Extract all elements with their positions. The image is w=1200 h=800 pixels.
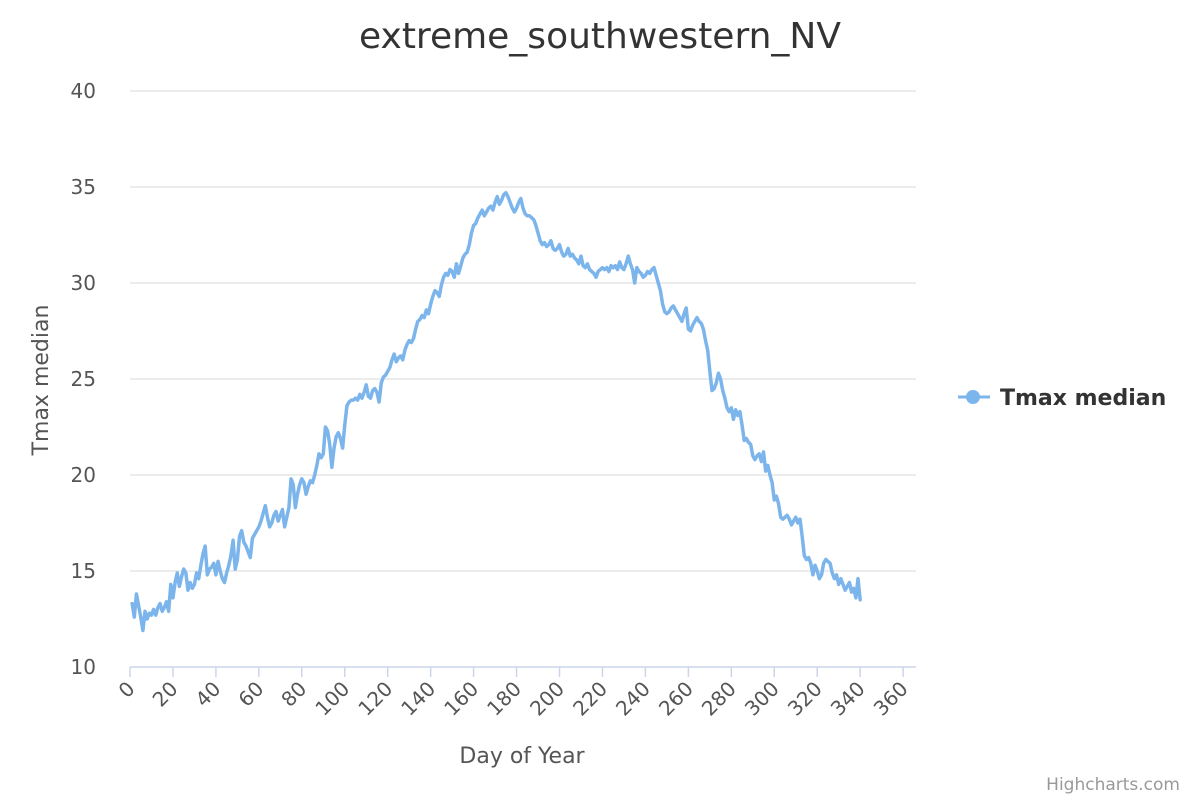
legend-label: Tmax median [1000, 386, 1166, 411]
x-tick-label: 360 [869, 677, 913, 721]
y-tick-label: 15 [71, 559, 96, 583]
x-tick-label: 120 [353, 677, 397, 721]
y-tick-label: 20 [71, 463, 96, 487]
x-tick-label: 300 [740, 677, 784, 721]
x-tick-label: 160 [439, 677, 483, 721]
x-tick-label: 240 [611, 677, 655, 721]
credits-link[interactable]: Highcharts.com [1046, 775, 1180, 795]
y-tick-label: 25 [71, 367, 96, 391]
x-tick-label: 140 [396, 677, 440, 721]
x-tick-label: 340 [826, 677, 870, 721]
x-axis: 0 20 40 60 801001201401601802002202402602803… [114, 666, 916, 721]
x-tick-label: 220 [568, 677, 612, 721]
series-layer [130, 191, 862, 633]
y-axis-title: Tmax median [29, 305, 54, 457]
x-tick-label: 40 [190, 677, 225, 712]
x-tick-label: 80 [276, 677, 311, 712]
y-axis-ticks: 10 15 20 25 30 35 40 [71, 79, 96, 679]
x-tick-label: 20 [148, 677, 183, 712]
x-tick-label: 280 [697, 677, 741, 721]
y-tick-label: 40 [71, 79, 96, 103]
x-tick-label: 180 [482, 677, 526, 721]
x-tick-label: 100 [310, 677, 354, 721]
legend-marker [966, 390, 980, 404]
x-tick-label: 260 [654, 677, 698, 721]
y-tick-label: 30 [71, 271, 96, 295]
x-tick-label: 0 [114, 677, 140, 703]
y-tick-label: 10 [71, 655, 96, 679]
y-tick-label: 35 [71, 175, 96, 199]
chart-title: extreme_southwestern_NV [359, 16, 841, 57]
x-tick-label: 200 [525, 677, 569, 721]
gridlines [130, 90, 916, 572]
x-tick-label: 60 [233, 677, 268, 712]
series-line [130, 191, 862, 633]
x-axis-title: Day of Year [459, 744, 585, 769]
x-tick-label: 320 [783, 677, 827, 721]
legend-item[interactable]: Tmax median [958, 386, 1166, 411]
